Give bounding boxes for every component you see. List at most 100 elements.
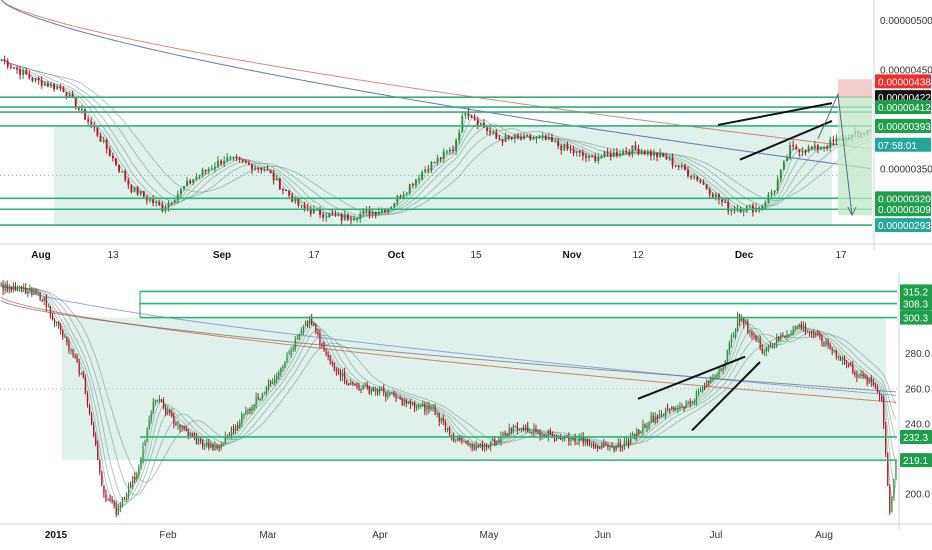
- projection-path: [817, 92, 853, 216]
- x-tick-label: Apr: [372, 530, 388, 541]
- candle-body: [643, 151, 646, 155]
- candle-body: [207, 169, 210, 171]
- candle-body: [59, 86, 62, 89]
- candle-body: [609, 153, 612, 157]
- ma-line-5: [1, 59, 871, 220]
- price-tag-box: [900, 284, 932, 299]
- candle-body: [508, 428, 510, 437]
- candle-body: [149, 199, 151, 201]
- candle-body: [134, 476, 136, 480]
- candle-body: [591, 155, 594, 157]
- candle-body: [802, 325, 805, 329]
- candle-body: [880, 397, 883, 399]
- candle-body: [418, 178, 420, 180]
- candle-body: [25, 287, 27, 294]
- candle-body: [148, 419, 150, 429]
- candle-body: [848, 363, 850, 366]
- candle-body: [489, 130, 492, 133]
- candle-body: [507, 135, 510, 138]
- candle-body: [527, 425, 529, 433]
- candle-body: [297, 197, 300, 206]
- candle-body: [492, 439, 494, 442]
- candle-body: [463, 441, 465, 443]
- candle-body: [662, 415, 665, 417]
- candle-body: [592, 445, 595, 447]
- candle-body: [350, 382, 352, 385]
- candle-body: [440, 418, 442, 422]
- candle-body: [628, 152, 631, 155]
- candle-body: [18, 286, 21, 288]
- candle-body: [469, 443, 471, 446]
- candle-body: [136, 186, 139, 195]
- ma-line-8: [1, 59, 871, 219]
- candle-body: [393, 203, 396, 208]
- candle-body: [14, 284, 17, 291]
- candle-body: [668, 157, 671, 160]
- candle-body: [606, 151, 609, 154]
- candle-body: [105, 139, 108, 150]
- candle-body: [631, 145, 634, 155]
- candle-body: [325, 217, 328, 219]
- candle-body: [501, 139, 504, 142]
- candle-body: [358, 386, 360, 390]
- candle-body: [401, 397, 403, 406]
- candle-body: [199, 439, 202, 441]
- candle-body: [45, 297, 47, 307]
- btc-pair-chart-panel[interactable]: 0.000005000.000004500.000003500.00000438…: [0, 0, 932, 261]
- usd-chart-panel[interactable]: 280.0 260.0 240.0 200.0 315.2 308.3 300.3 232.3…: [0, 273, 932, 541]
- candle-body: [716, 374, 718, 376]
- candle-body: [518, 429, 521, 431]
- candle-body: [413, 402, 416, 409]
- candle-body: [653, 152, 655, 156]
- candle-body: [438, 413, 440, 422]
- x-tick-label: May: [480, 530, 499, 541]
- candle-body: [813, 144, 816, 149]
- candle-body: [50, 83, 52, 87]
- candle-body: [20, 286, 23, 290]
- wedge-lower-line: [739, 120, 833, 161]
- candle-body: [315, 323, 317, 333]
- candle-body: [118, 165, 120, 172]
- candle-body: [811, 332, 813, 334]
- price-tag: 219.1: [900, 453, 932, 468]
- candle-body: [244, 161, 247, 163]
- long-ma-line: [0, 282, 897, 396]
- candle-body: [887, 453, 889, 486]
- candle-body: [615, 446, 617, 452]
- y-axis-ticks: 0.00000500 0.00000450 0.00000350: [880, 16, 932, 176]
- price-tag: 300.3: [900, 310, 932, 325]
- candle-body: [269, 380, 272, 384]
- candle-body: [284, 362, 286, 367]
- candle-body: [62, 330, 64, 337]
- candle-body: [629, 434, 632, 445]
- candle-body: [132, 476, 134, 487]
- candle-body: [55, 321, 58, 323]
- candle-body: [337, 214, 340, 216]
- wedge-upper-line: [717, 102, 833, 126]
- candle-body: [68, 93, 71, 97]
- x-tick-label: Aug: [31, 250, 50, 261]
- candle-body: [407, 401, 409, 404]
- candle-body: [525, 425, 527, 431]
- candle-body: [37, 292, 39, 295]
- candle-body: [37, 77, 40, 81]
- horizontal-levels: [0, 96, 872, 226]
- candle-body: [300, 330, 303, 334]
- price-tag-box: [900, 296, 932, 311]
- candle-body: [560, 145, 563, 151]
- candle-body: [779, 169, 782, 180]
- candle-body: [220, 444, 222, 448]
- candle-body: [123, 498, 126, 500]
- price-tag: 07:58:01: [875, 137, 931, 152]
- candle-body: [588, 443, 591, 446]
- candle-body: [328, 213, 331, 218]
- candle-body: [789, 145, 791, 158]
- candle-body: [798, 149, 801, 153]
- y-tick-label: 260.0: [905, 384, 930, 395]
- candle-body: [699, 180, 702, 183]
- candle-body: [632, 433, 634, 435]
- candle-body: [680, 165, 683, 168]
- candle-body: [68, 342, 70, 351]
- candle-body: [764, 202, 767, 206]
- candle-body: [3, 59, 6, 61]
